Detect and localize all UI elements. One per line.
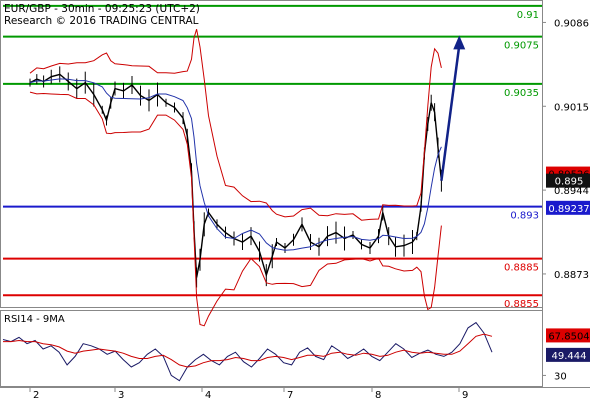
price-tag-box-2 (546, 200, 590, 215)
price-tag-label-1: 0.895 (555, 177, 584, 188)
chart-research-credit: Research © 2016 TRADING CENTRAL (4, 15, 199, 27)
x-tick-label-4: 8 (375, 390, 381, 400)
x-tick-label-1: 3 (118, 390, 124, 400)
bollinger-lower-line (29, 91, 442, 327)
x-tick-label-0: 2 (33, 390, 39, 400)
x-tick-label-5: 9 (462, 390, 468, 400)
rsi-ma-line (3, 333, 493, 368)
rsi-layer (2, 321, 493, 382)
price-y-tick-label-2: 0.8944 (554, 186, 589, 197)
moving-average-line (29, 78, 442, 251)
rsi-tag-label-1: 49.444 (552, 351, 587, 362)
price-line (29, 73, 443, 278)
level-label-0: 0.91 (517, 10, 539, 21)
price-layer (29, 29, 466, 327)
price-y-tick-label-0: 0.9086 (554, 18, 589, 29)
rsi-line (2, 321, 493, 382)
price-tag-label-2: 0.89237 (548, 204, 589, 215)
level-label-2: 0.9035 (504, 88, 539, 99)
price-tag-box-1 (546, 173, 590, 188)
level-label-1: 0.9075 (504, 41, 539, 52)
x-tick-label-3: 7 (287, 390, 293, 400)
price-y-tick-label-3: 0.8873 (554, 270, 589, 281)
level-label-4: 0.8885 (504, 263, 539, 274)
rsi-tag-label-0: 67.8504 (548, 331, 589, 342)
chart-title: EUR/GBP - 30min - 09:25:23 (UTC+2) (4, 3, 200, 15)
forecast-arrow-head (453, 35, 466, 50)
rsi-tag-box-0 (546, 328, 590, 343)
rsi-panel-label: RSI14 - 9MA (4, 314, 65, 325)
level-label-3: 0.893 (510, 211, 539, 222)
rsi-y-tick-label-0: 30 (554, 371, 567, 382)
price-y-tick-label-1: 0.9015 (554, 102, 589, 113)
x-tick-label-2: 4 (205, 390, 211, 400)
levels-layer: 0.91 0.9075 0.9035 0.893 0.8885 0.8855 (3, 4, 542, 310)
rsi-tag-box-1 (546, 347, 590, 362)
axis-layer: 0.9086 0.9015 0.8944 0.8873 2 3 4 7 8 9 30 (29, 18, 589, 400)
forecast-arrow-shaft (440, 45, 461, 181)
bollinger-upper-line (29, 29, 442, 221)
rsi-panel-frame (0, 310, 543, 387)
level-label-5: 0.8855 (504, 299, 539, 310)
